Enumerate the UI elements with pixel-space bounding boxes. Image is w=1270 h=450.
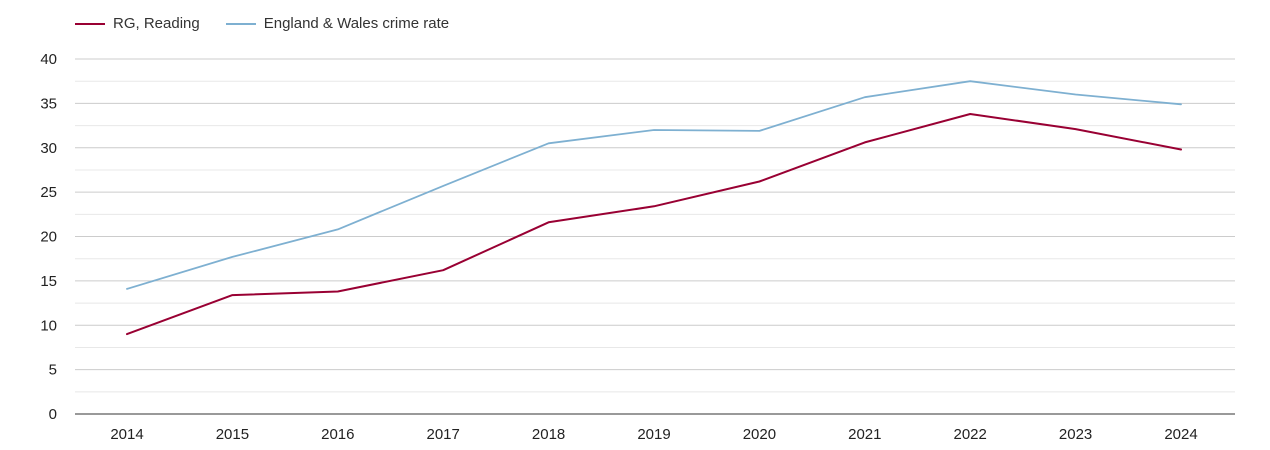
x-tick-label: 2016 <box>321 426 354 443</box>
y-tick-label: 35 <box>40 95 57 112</box>
x-tick-label: 2015 <box>216 426 249 443</box>
y-tick-label: 25 <box>40 184 57 201</box>
legend-label-england-wales: England & Wales crime rate <box>263 15 450 32</box>
x-tick-label: 2022 <box>954 426 987 443</box>
y-tick-label: 10 <box>40 317 57 334</box>
legend-label-reading: RG, Reading <box>113 15 200 32</box>
legend-item-reading[interactable]: RG, Reading <box>75 15 200 32</box>
series-line-reading <box>126 113 1182 336</box>
y-tick-label: 0 <box>49 406 57 423</box>
x-tick-label: 2019 <box>637 426 670 443</box>
x-tick-label: 2024 <box>1164 426 1197 443</box>
legend-item-england-wales[interactable]: England & Wales crime rate <box>225 15 450 32</box>
x-tick-label: 2017 <box>427 426 460 443</box>
x-tick-label: 2018 <box>532 426 565 443</box>
y-tick-label: 5 <box>49 362 57 379</box>
y-tick-label: 40 <box>40 51 57 68</box>
legend-swatch-reading <box>75 22 105 25</box>
y-tick-label: 20 <box>40 229 57 246</box>
x-tick-label: 2021 <box>848 426 881 443</box>
y-tick-label: 15 <box>40 273 57 290</box>
x-tick-label: 2014 <box>110 426 143 443</box>
series-line-england-wales <box>126 80 1182 290</box>
y-tick-label: 30 <box>40 140 57 157</box>
x-tick-label: 2020 <box>743 426 776 443</box>
legend-swatch-england-wales <box>225 22 256 25</box>
legend: RG, Reading England & Wales crime rate <box>75 15 475 32</box>
x-tick-label: 2023 <box>1059 426 1092 443</box>
